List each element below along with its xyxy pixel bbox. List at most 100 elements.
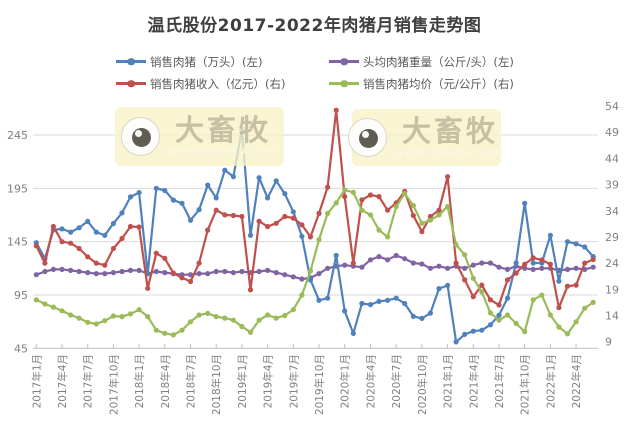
data-point [359,207,365,213]
legend-item-avg-weight: 头均肉猪重量（公斤/头）(左) [329,54,514,69]
data-point [547,232,554,238]
data-point [127,267,134,273]
data-point [402,190,408,197]
data-point [85,270,91,276]
data-point [76,245,82,252]
data-point [110,313,116,319]
data-point [462,265,468,271]
data-point [119,235,125,242]
data-point [522,200,528,206]
x-axis-tick-label: 2021年10月 [519,354,532,415]
data-point [136,307,142,313]
data-point [573,265,579,271]
data-point [127,223,134,230]
data-point [110,270,116,276]
data-point [333,107,339,113]
data-point [573,319,579,325]
data-point [299,233,305,239]
data-point [230,174,236,180]
data-point [333,200,339,206]
data-point [590,299,596,305]
data-point [76,268,82,275]
data-point [153,185,159,191]
data-point [273,270,279,276]
data-point [487,310,493,316]
x-axis-tick-label: 2019年1月 [236,354,249,408]
data-point [59,266,65,272]
data-point [445,204,451,210]
data-point [127,311,134,317]
data-point [153,250,159,256]
data-point [316,271,322,277]
data-point [42,260,48,266]
data-point [85,254,91,260]
data-point [282,312,288,319]
data-point [564,331,571,337]
watermark-url: www.dxumu.com [167,146,279,158]
data-point [359,300,365,307]
x-axis-tick-label: 2020年1月 [339,354,352,408]
data-point [573,241,579,247]
data-point [342,308,348,314]
data-point [590,256,596,263]
data-point [325,265,331,271]
data-point [119,268,125,275]
data-point [522,329,528,335]
x-axis-tick-label: 2017年4月 [56,354,69,408]
data-point [145,314,151,320]
data-point [213,314,219,320]
data-point [265,267,271,273]
data-point [325,295,331,301]
data-point [179,327,185,333]
right-axis-tick-label: 9 [605,336,612,349]
data-point [213,207,219,213]
right-axis-tick-label: 44 [605,152,619,165]
data-point [256,268,262,275]
data-point [350,260,356,266]
legend-marker-pigs-sold-icon [116,57,146,66]
data-point [325,210,331,216]
watermark: 大畜牧 www.dxumu.com [347,109,504,166]
data-point [350,330,356,336]
data-point [265,195,271,201]
data-point [470,328,476,334]
data-point [556,305,562,311]
x-axis-tick-label: 2022年4月 [570,354,583,408]
x-axis-tick-label: 2020年7月 [390,354,403,408]
data-point [239,213,245,220]
data-point [162,270,168,276]
data-point [119,210,125,216]
data-point [582,244,588,250]
data-point [427,217,433,223]
right-axis-tick-label: 49 [605,126,619,139]
data-point [290,274,296,280]
data-point [436,212,442,218]
data-point [590,264,596,270]
data-point [110,220,116,227]
left-axis-tick-label: 195 [7,182,28,195]
data-point [359,197,365,203]
data-point [385,257,391,263]
data-point [385,297,391,303]
data-point [102,232,108,238]
data-point [59,226,65,232]
data-point [222,315,228,321]
data-point [496,302,502,308]
data-point [196,312,202,318]
data-point [170,270,176,276]
legend-marker-avg-weight-icon [329,57,359,66]
data-point [479,289,485,295]
legend-marker-avg-price-icon [329,79,359,88]
data-point [50,304,57,310]
left-axis-tick-label: 145 [7,236,28,249]
data-point [385,234,391,240]
data-point [230,212,236,219]
data-point [265,312,271,318]
data-point [564,239,571,245]
data-point [290,307,296,313]
data-point [110,245,116,252]
data-point [402,256,408,262]
data-point [136,190,142,196]
data-point [42,268,48,275]
data-point [179,275,185,281]
